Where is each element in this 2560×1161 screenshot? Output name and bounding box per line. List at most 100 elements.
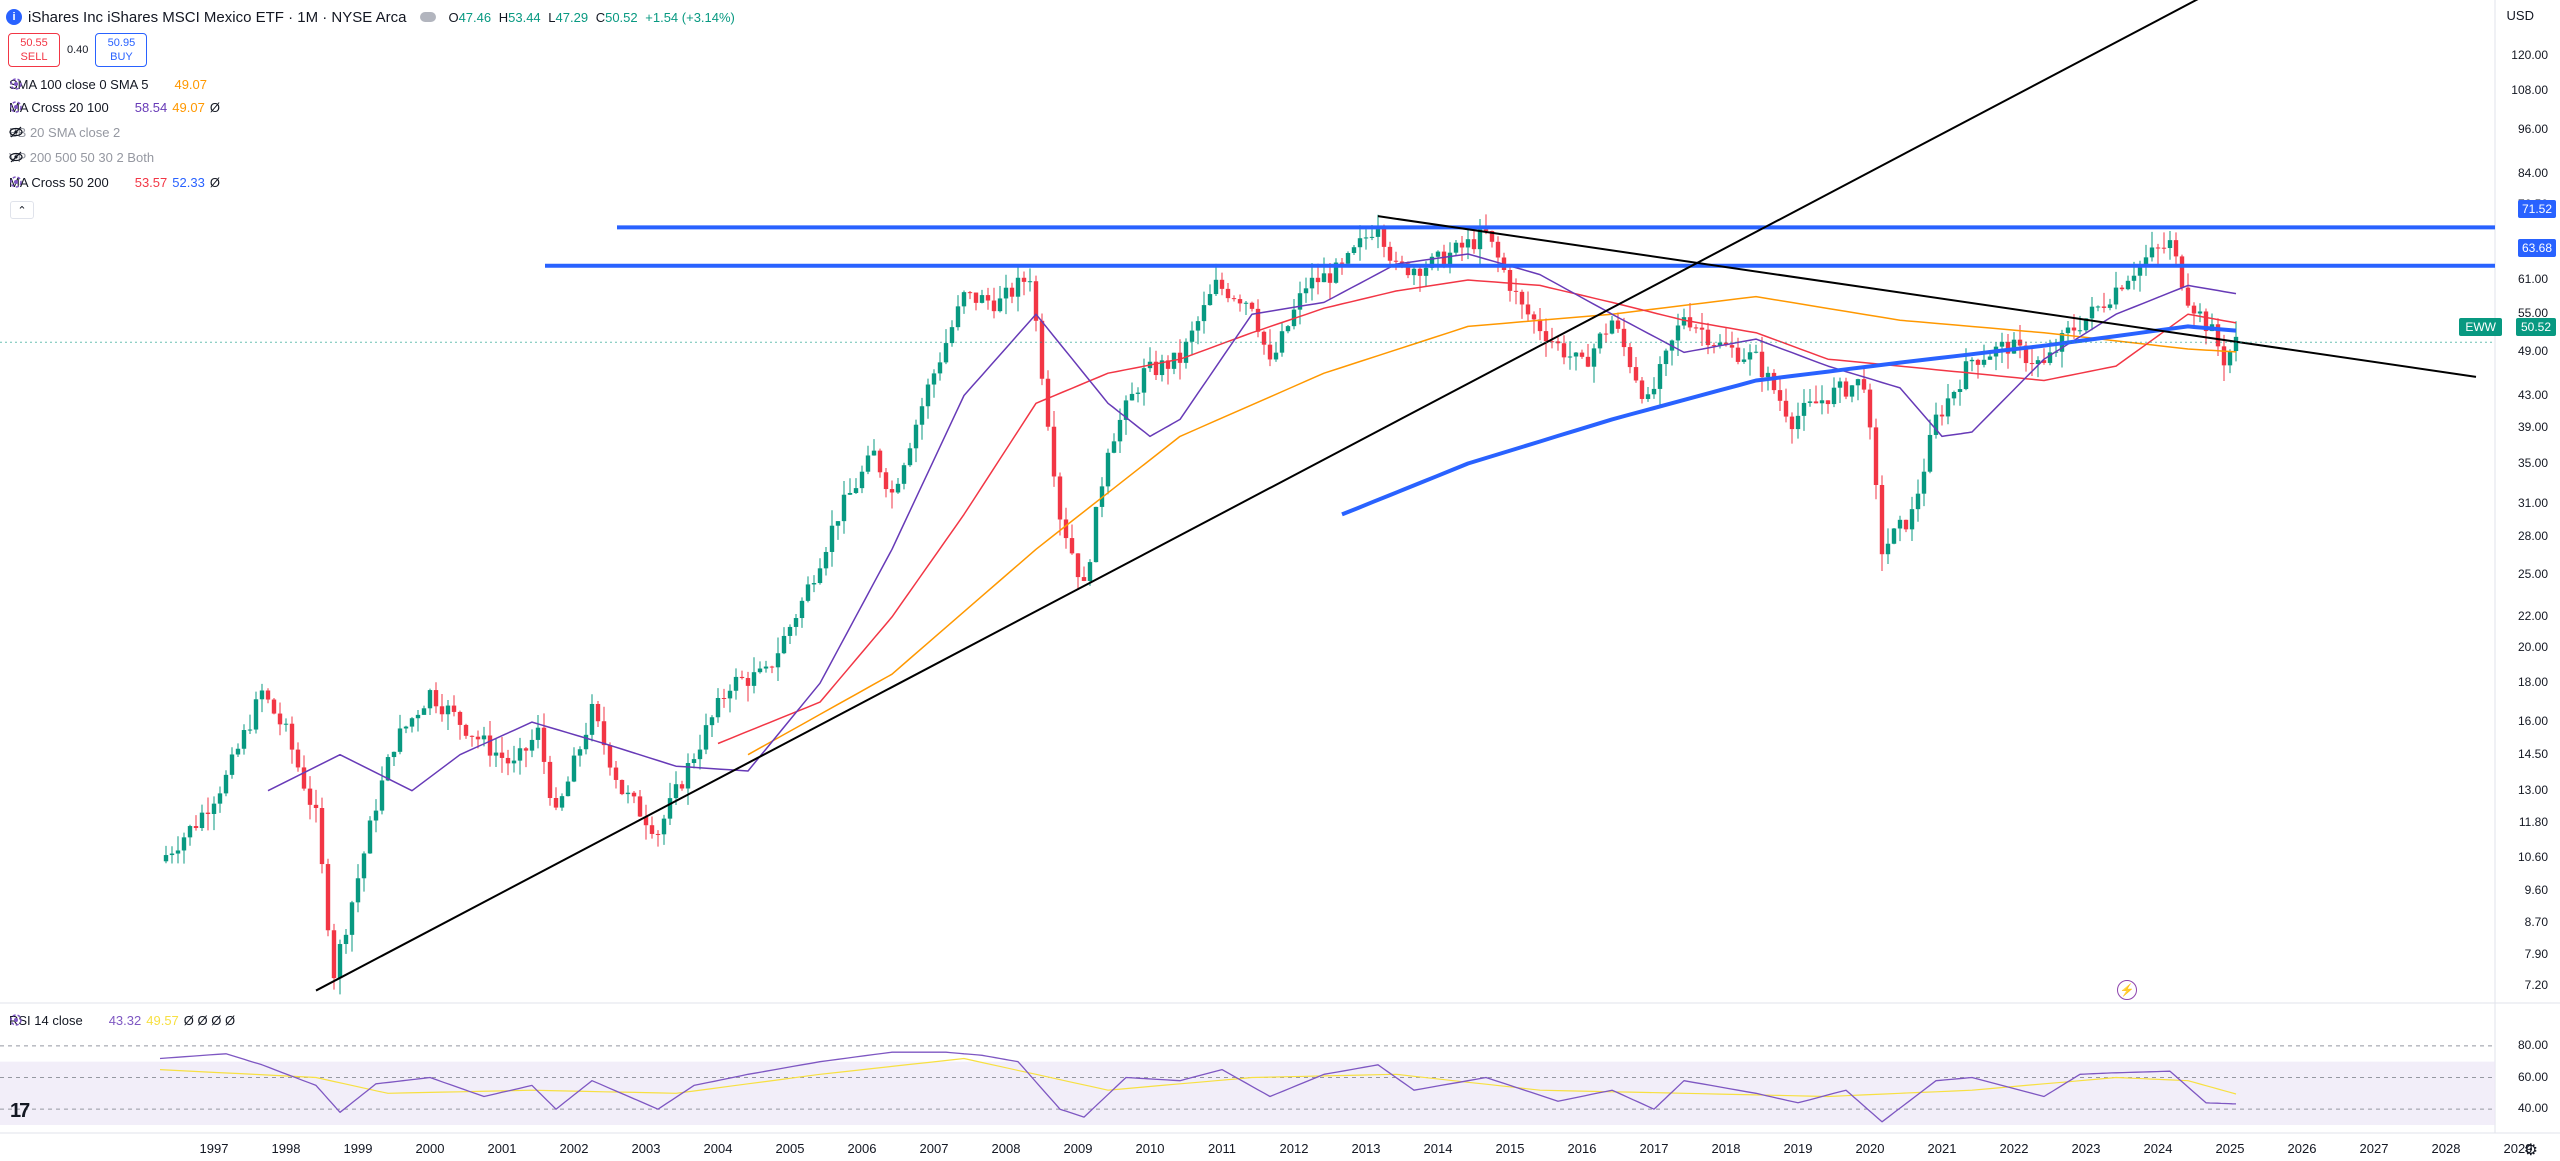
candle-body [1069,538,1075,554]
lightning-icon[interactable]: ⚡ [2117,980,2137,1000]
candle-body [2065,327,2071,334]
candle-body [307,788,313,805]
candle-body [181,837,187,851]
open-value: 47.46 [458,9,492,25]
candle-body [2173,240,2179,257]
indicator-settings-icon[interactable] [10,78,168,92]
year-tick: 2000 [415,1141,445,1156]
candle-body [1465,239,1471,248]
candle-body [613,767,619,780]
candle-body [1603,333,1609,335]
candle-body [631,792,637,797]
indicator-name[interactable]: MA Cross 50 200 [9,175,109,190]
candle-body [817,568,823,584]
symbol-logo[interactable]: i [6,9,22,25]
change-value: +1.54 (+3.14%) [645,9,735,25]
rsi-tick: 80.00 [2517,1037,2548,1052]
candle-body [595,703,601,722]
buy-button[interactable]: 50.95 BUY [95,33,148,67]
candle-body [1375,227,1381,237]
year-tick: 2003 [631,1141,661,1156]
candle-body [1645,394,1651,399]
indicator-name[interactable]: VP 200 500 50 30 2 Both [9,150,155,165]
indicator-row[interactable]: MA Cross 50 200 53.57 52.33 Ø [9,175,225,190]
candle-body [2047,352,2053,363]
low-key: L [548,9,556,25]
candle-body [2203,311,2209,332]
candle-body [547,761,553,798]
candle-body [2011,339,2017,354]
indicator-name[interactable]: MA Cross 20 100 [9,100,109,115]
indicator-row[interactable]: SMA 100 close 0 SMA 5 49.07 [9,77,212,92]
candle-body [1807,401,1813,403]
currency-label[interactable]: USD [2506,8,2534,23]
candle-body [799,600,805,619]
collapse-legend-button[interactable]: ⌃ [10,201,34,219]
indicator-name[interactable]: SMA 100 close 0 SMA 5 [9,77,149,92]
rsi-name[interactable]: RSI 14 close [9,1013,83,1028]
candle-body [775,653,781,668]
year-tick: 2021 [1927,1141,1957,1156]
candle-body [2179,256,2185,288]
candle-body [2221,346,2227,366]
candle-body [757,668,763,673]
candle-body [535,727,541,740]
candle-body [1909,509,1915,530]
rsi-band [0,1061,2495,1125]
hidden-eye-icon[interactable] [9,151,174,165]
candle-body [739,676,745,679]
candle-body [1273,352,1279,360]
candle-body [877,450,883,473]
candle-body [769,666,775,668]
candle-body [1183,341,1189,363]
candle-body [541,727,547,762]
indicator-name[interactable]: BB 20 SMA close 2 [9,125,121,140]
candle-body [385,757,391,781]
candle-body [505,757,511,764]
hide-legend-icon[interactable] [420,12,437,22]
sell-price: 50.55 [20,37,48,49]
indicator-row[interactable]: VP 200 500 50 30 2 Both [9,150,180,165]
indicator-settings-icon[interactable] [10,176,129,190]
high-key: H [498,9,509,25]
indicator-row[interactable]: BB 20 SMA close 2 [9,125,146,140]
candle-body [1189,330,1195,342]
rsi-line [159,1051,2237,1123]
candle-body [1255,308,1261,332]
candle-body [1519,291,1525,305]
sell-label: SELL [20,51,48,63]
candle-body [925,384,931,407]
candle-body [331,930,337,979]
candle-body [1429,256,1435,268]
candle-body [2143,257,2149,265]
candle-body [379,780,385,811]
price-tick: 20.00 [2517,640,2548,655]
year-tick: 2018 [1711,1141,1741,1156]
candle-body [907,448,913,466]
candle-body [1495,241,1501,258]
year-tick: 2004 [703,1141,733,1156]
symbol-title[interactable]: iShares Inc iShares MSCI Mexico ETF · 1M… [28,8,407,26]
candle-body [1243,302,1249,304]
candle-body [481,735,487,740]
candle-body [2131,275,2137,281]
candle-body [2233,336,2239,352]
candle-body [859,471,865,489]
price-tick: 120.00 [2511,48,2548,63]
sell-button[interactable]: 50.55 SELL [8,33,60,67]
indicator-settings-icon[interactable] [10,101,129,115]
settings-gear-icon[interactable]: ⚙ [2523,1142,2538,1159]
candle-body [1249,302,1255,309]
candle-body [2029,363,2035,365]
candle-body [1093,506,1099,563]
indicator-row[interactable]: MA Cross 20 100 58.54 49.07 Ø [9,100,225,115]
price-tick: 108.00 [2511,83,2548,98]
candle-body [1657,364,1663,389]
rsi-settings-icon[interactable] [10,1014,103,1028]
tradingview-logo[interactable]: 17 [10,1100,30,1122]
last-price-tag: 50.52 [2515,318,2556,336]
candle-body [1399,261,1405,264]
hidden-eye-icon[interactable] [9,126,140,140]
